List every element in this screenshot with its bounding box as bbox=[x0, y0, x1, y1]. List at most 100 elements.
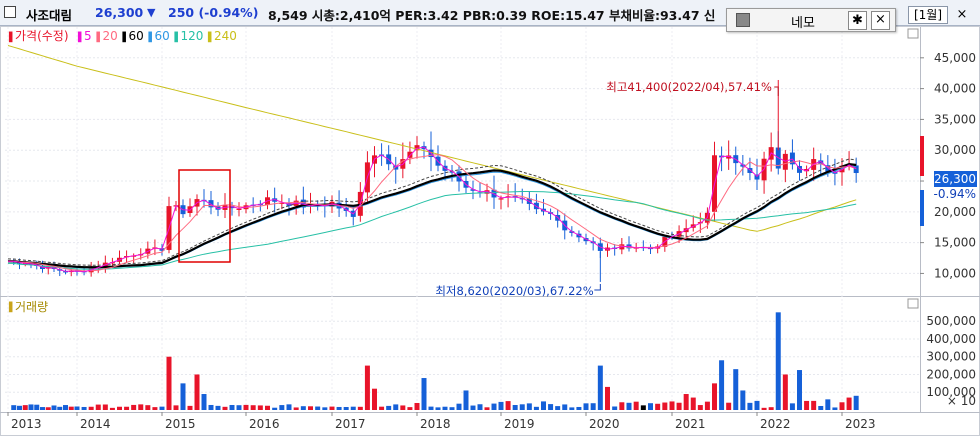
candle-body bbox=[300, 199, 306, 208]
volume-bar bbox=[712, 383, 717, 410]
candle-body bbox=[754, 174, 760, 180]
volume-bar bbox=[512, 405, 518, 410]
volume-bar bbox=[655, 403, 661, 410]
select-checkbox[interactable] bbox=[4, 6, 16, 18]
panel-minimize bbox=[907, 298, 919, 309]
candle-body bbox=[22, 263, 28, 265]
legend-ma5: 5 bbox=[84, 29, 92, 43]
y-tick-label: 45,000 bbox=[934, 51, 976, 65]
candle-body bbox=[740, 164, 746, 167]
volume-bar bbox=[286, 404, 292, 410]
period-selector[interactable]: [1월] bbox=[908, 6, 948, 24]
volume-bar bbox=[761, 407, 767, 410]
volume-bar bbox=[40, 407, 45, 410]
x-tick-label: 2013 bbox=[11, 417, 42, 431]
volume-bar bbox=[839, 402, 845, 410]
high-annotation: 최고41,400(2022/04),57.41% bbox=[606, 80, 772, 94]
volume-bar bbox=[95, 404, 101, 410]
ma60-line bbox=[8, 162, 857, 269]
volume-bar bbox=[57, 406, 63, 410]
volume-tick-label: 400,000 bbox=[926, 332, 976, 346]
current-price-label: 26,300 bbox=[934, 172, 976, 186]
volume-bar bbox=[329, 406, 335, 410]
highlight-box bbox=[178, 169, 231, 263]
volume-bar bbox=[782, 374, 788, 410]
stock-price: 26,300 bbox=[95, 5, 144, 20]
volume-bar bbox=[533, 406, 539, 410]
y-tick-label: 15,000 bbox=[934, 236, 976, 250]
volume-bar bbox=[250, 405, 256, 410]
volume-bar bbox=[484, 407, 490, 410]
rectangle-tool-icon[interactable] bbox=[736, 13, 750, 27]
legend-ma240: 240 bbox=[214, 29, 237, 43]
volume-bar bbox=[138, 404, 144, 410]
ma60-dashed-line bbox=[7, 158, 857, 266]
volume-unit: × 10 bbox=[947, 394, 976, 408]
volume-bar bbox=[315, 406, 321, 410]
volume-bar bbox=[215, 405, 221, 410]
volume-bar bbox=[818, 405, 824, 410]
volume-bar bbox=[690, 397, 696, 410]
candle-body bbox=[63, 271, 68, 273]
candle-body bbox=[229, 206, 235, 209]
volume-legend-marker: ▌ bbox=[8, 301, 16, 313]
volume-bar bbox=[846, 397, 852, 410]
volume-bar bbox=[81, 406, 87, 410]
volume-bar bbox=[257, 405, 263, 410]
volume-bar bbox=[152, 407, 158, 410]
volume-bar bbox=[201, 394, 207, 410]
drawing-tool-popup: 네모 ✱ × bbox=[726, 8, 896, 32]
stock-name[interactable]: 사조대림 bbox=[26, 8, 73, 23]
legend-ma60b-marker: ▌ bbox=[148, 31, 156, 43]
candle-body bbox=[839, 165, 845, 173]
volume-bar bbox=[597, 365, 603, 410]
volume-bar bbox=[222, 406, 228, 410]
candle-body bbox=[414, 145, 420, 151]
x-tick-label: 2014 bbox=[80, 417, 111, 431]
candle-body bbox=[498, 198, 504, 200]
volume-bar bbox=[435, 407, 441, 410]
x-tick-label: 2018 bbox=[420, 417, 451, 431]
volume-bar bbox=[775, 312, 781, 410]
volume-bar bbox=[789, 403, 795, 410]
volume-bar bbox=[45, 407, 51, 410]
volume-bar bbox=[519, 404, 525, 410]
volume-bar bbox=[548, 404, 554, 410]
volume-bar bbox=[449, 407, 455, 410]
volume-bar bbox=[34, 404, 40, 410]
legend-price: 가격(수정) bbox=[15, 29, 69, 43]
x-tick-label: 2017 bbox=[335, 417, 366, 431]
volume-bar bbox=[400, 405, 406, 410]
low-annotation-arrow bbox=[594, 284, 601, 291]
ma20-line bbox=[8, 154, 857, 272]
price-change: 250 (-0.94%) bbox=[168, 5, 259, 20]
legend-ma5-marker: ▌ bbox=[77, 31, 85, 43]
candle-body bbox=[797, 165, 802, 173]
x-tick-label: 2016 bbox=[249, 417, 280, 431]
volume-bar bbox=[754, 400, 760, 410]
gear-icon[interactable]: ✱ bbox=[848, 11, 867, 30]
volume-bar bbox=[583, 403, 589, 410]
y-tick-label: 10,000 bbox=[934, 266, 976, 280]
up-range-bar bbox=[920, 136, 924, 176]
volume-tick-label: 500,000 bbox=[926, 314, 976, 328]
volume-tick-label: 300,000 bbox=[926, 350, 976, 364]
volume-bar bbox=[414, 402, 420, 410]
close-icon[interactable]: × bbox=[871, 11, 890, 30]
volume-bar bbox=[633, 401, 639, 410]
volume-bar bbox=[265, 405, 270, 410]
close-icon[interactable]: × bbox=[956, 7, 968, 22]
volume-bar bbox=[300, 406, 306, 410]
volume-bar bbox=[173, 405, 179, 410]
volume-bar bbox=[477, 404, 483, 410]
candle-body bbox=[804, 168, 810, 172]
volume-bar bbox=[768, 407, 774, 410]
volume-bar bbox=[180, 383, 186, 410]
volume-bar bbox=[669, 401, 675, 410]
candle-body bbox=[818, 160, 824, 164]
volume-bar bbox=[569, 407, 575, 410]
legend-price-marker: ▌ bbox=[8, 31, 16, 43]
ma5-line bbox=[8, 146, 857, 273]
volume-bar bbox=[456, 403, 462, 410]
x-tick-label: 2015 bbox=[165, 417, 196, 431]
